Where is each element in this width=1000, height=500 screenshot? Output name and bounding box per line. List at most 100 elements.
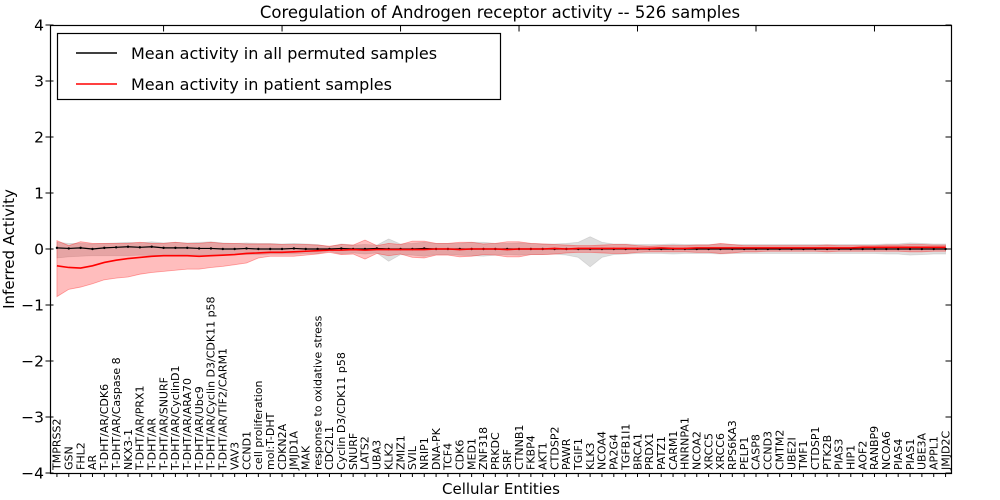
entity-tick-label: PIAS4: [892, 439, 905, 470]
entity-tick-label: T-DHT/AR/PRX1: [134, 385, 147, 471]
entity-tick-label: T-DHT/AR/SNURF: [157, 377, 170, 471]
permuted-mean-marker: [91, 247, 94, 251]
entity-tick-label: ZNF318: [477, 427, 490, 470]
permuted-mean-marker: [79, 246, 82, 250]
y-tick-label: 4: [34, 17, 44, 35]
permuted-mean-marker: [55, 246, 59, 250]
entity-tick-label: CTDSP1: [809, 427, 822, 470]
entity-tick-label: JMJD1A: [288, 431, 301, 471]
permuted-mean-marker: [316, 247, 319, 251]
uncertainty-bands: [56, 236, 946, 298]
entity-tick-label: T-DHT/AR/Ubc9: [193, 386, 206, 471]
entity-tick-label: SVIL: [406, 445, 419, 470]
entity-tick-label: TMF1: [797, 440, 810, 471]
entity-tick-label: TCF4: [442, 443, 455, 471]
permuted-mean-marker: [126, 245, 130, 248]
permuted-mean-marker: [932, 247, 935, 251]
entity-tick-label: KLK3: [584, 442, 597, 470]
entity-tick-label: mol:T-DHT: [264, 412, 277, 470]
entity-tick-label: PIAS1: [904, 439, 917, 470]
entity-tick-label: PAWR: [560, 438, 573, 470]
entity-tick-label: GSN: [63, 446, 76, 470]
legend-label-permuted: Mean activity in all permuted samples: [131, 44, 437, 63]
permuted-mean-marker: [245, 247, 248, 250]
permuted-mean-marker: [197, 247, 201, 250]
entity-tick-label: BRCA1: [631, 433, 644, 470]
entity-tick-label: NKX3-1: [122, 429, 135, 470]
entity-tick-label: XRCC6: [714, 433, 727, 470]
permuted-mean-marker: [186, 246, 189, 250]
permuted-mean-marker: [150, 245, 153, 248]
entity-tick-label: FKBP4: [525, 435, 538, 470]
y-tick-label: 2: [34, 129, 44, 147]
entity-tick-label: VAV3: [228, 442, 241, 470]
entity-tick-label: T-DHT/AR/CDK6: [98, 384, 111, 471]
permuted-mean-marker: [103, 246, 106, 250]
x-tick-labels: TMPRSS2GSNFHL2ART-DHT/AR/CDK6T-DHT/AR/Ca…: [51, 296, 953, 471]
entity-tick-label: AKT1: [536, 442, 549, 470]
permuted-mean-marker: [174, 246, 177, 250]
entity-tick-label: PRDX1: [643, 433, 656, 470]
entity-tick-label: DNA-PK: [430, 427, 443, 470]
entity-tick-label: UBA3: [371, 440, 384, 470]
permuted-mean-marker: [908, 247, 912, 251]
entity-tick-label: Cyclin D3/CDK11 p58: [335, 352, 348, 470]
chart-title: Coregulation of Androgen receptor activi…: [260, 3, 740, 22]
permuted-mean-marker: [292, 247, 296, 250]
entity-tick-label: CMTM2: [773, 430, 786, 470]
y-tick-label: 3: [34, 73, 44, 91]
permuted-mean-marker: [221, 247, 225, 251]
y-tick-label: −2: [21, 353, 44, 371]
y-tick-labels: 4 3 2 1 0 −1 −2 −3 −4: [21, 17, 44, 483]
permuted-mean-marker: [257, 247, 260, 251]
x-axis-label: Cellular Entities: [442, 480, 560, 498]
entity-tick-label: ZMIZ1: [394, 435, 407, 470]
entity-tick-label: T-DHT/AR/Caspase 8: [110, 357, 123, 471]
entity-tick-label: KLK2: [382, 442, 395, 470]
entity-tick-label: APPL1: [927, 436, 940, 470]
entity-tick-label: RPS6KA3: [726, 420, 739, 470]
series-lines: [55, 245, 947, 269]
entity-tick-label: LATS2: [359, 436, 372, 470]
legend: Mean activity in all permuted samples Me…: [56, 32, 502, 101]
entity-tick-label: SRF: [501, 449, 514, 470]
entity-tick-label: TGFB1I1: [619, 424, 632, 471]
permuted-mean-marker: [920, 247, 924, 251]
permuted-mean-marker: [162, 246, 165, 250]
entity-tick-label: SNURF: [347, 433, 360, 470]
entity-tick-label: PATZ1: [655, 436, 668, 470]
entity-tick-label: CASP8: [750, 434, 763, 470]
entity-tick-label: PIAS3: [833, 439, 846, 470]
entity-tick-label: MAK: [299, 445, 312, 470]
entity-tick-label: JMJD2C: [939, 431, 952, 471]
entity-tick-label: AOF2: [856, 441, 869, 470]
entity-tick-label: NCOA2: [690, 431, 703, 470]
entity-tick-label: CTDSP2: [548, 427, 561, 470]
y-tick-label: −1: [21, 297, 44, 315]
entity-tick-label: CDC2L1: [323, 426, 336, 470]
entity-tick-label: T-DHT/AR/CyclinD1: [169, 365, 182, 471]
entity-tick-label: CCND1: [240, 431, 253, 470]
permuted-mean-marker: [233, 247, 236, 251]
entity-tick-label: PTK2B: [821, 435, 834, 470]
entity-tick-label: response to oxidative stress: [311, 315, 324, 470]
y-axis-label: Inferred Activity: [0, 189, 18, 309]
legend-box: [56, 32, 502, 101]
y-tick-label: −3: [21, 409, 44, 427]
entity-tick-label: NCOA4: [596, 431, 609, 470]
permuted-band: [56, 236, 946, 268]
entity-tick-label: CCND3: [762, 431, 775, 470]
entity-tick-label: CDK6: [454, 440, 467, 470]
permuted-mean-marker: [304, 247, 307, 251]
entity-tick-label: MED1: [465, 438, 478, 470]
entity-tick-label: RANBP9: [868, 426, 881, 470]
entity-tick-label: cell proliferation: [252, 380, 265, 470]
entity-tick-label: CARM1: [667, 431, 680, 470]
permuted-mean-marker: [896, 247, 900, 251]
permuted-mean-marker: [873, 247, 876, 251]
patient-band: [56, 239, 946, 298]
permuted-mean-marker: [209, 247, 213, 250]
permuted-mean-marker: [885, 247, 888, 251]
